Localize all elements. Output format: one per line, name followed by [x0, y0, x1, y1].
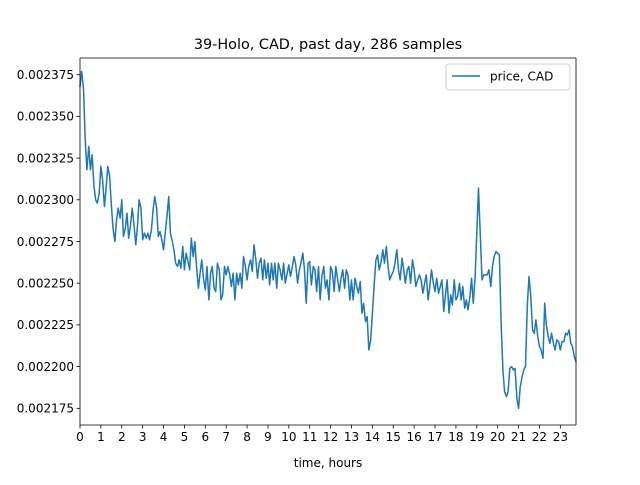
y-tick-label: 0.002175	[17, 402, 74, 416]
x-tick-label: 16	[407, 430, 422, 444]
x-tick-label: 2	[118, 430, 126, 444]
series-layer	[79, 70, 577, 410]
x-tick-label: 13	[344, 430, 359, 444]
y-tick-label: 0.002325	[17, 151, 74, 165]
x-tick-label: 20	[490, 430, 505, 444]
plot-area	[80, 58, 576, 425]
x-tick-label: 5	[181, 430, 189, 444]
axes-layer: 0 1 2 3 4 5 6 7 8 9 10 11 12 13 14 15 16 17 18 19 20 21 22 230.…	[17, 57, 577, 444]
x-tick-label: 18	[448, 430, 463, 444]
x-tick-label: 19	[469, 430, 484, 444]
y-tick-label: 0.002350	[17, 110, 74, 124]
x-tick-label: 22	[532, 430, 547, 444]
x-tick-label: 6	[201, 430, 209, 444]
x-axis-title: time, hours	[294, 456, 362, 470]
x-tick-label: 10	[281, 430, 296, 444]
y-tick-label: 0.002275	[17, 235, 74, 249]
x-tick-label: 23	[553, 430, 568, 444]
x-tick-label: 1	[97, 430, 105, 444]
x-tick-label: 9	[264, 430, 272, 444]
x-tick-label: 21	[511, 430, 526, 444]
y-tick-label: 0.002200	[17, 360, 74, 374]
x-tick-label: 4	[160, 430, 168, 444]
legend-series-label: price, CAD	[490, 70, 553, 84]
y-tick-label: 0.002375	[17, 68, 74, 82]
x-tick-label: 8	[243, 430, 251, 444]
x-tick-label: 11	[302, 430, 317, 444]
x-tick-label: 14	[365, 430, 380, 444]
x-tick-label: 12	[323, 430, 338, 444]
x-tick-label: 0	[76, 430, 84, 444]
legend: price, CAD	[445, 63, 571, 91]
chart-title: 39-Holo, CAD, past day, 286 samples	[194, 37, 462, 53]
x-tick-label: 7	[222, 430, 230, 444]
x-tick-label: 15	[386, 430, 401, 444]
y-tick-label: 0.002250	[17, 277, 74, 291]
x-tick-label: 17	[427, 430, 442, 444]
x-tick-label: 3	[139, 430, 147, 444]
y-tick-label: 0.002300	[17, 193, 74, 207]
y-tick-label: 0.002225	[17, 318, 74, 332]
series-line-0	[79, 70, 577, 410]
legend-box	[445, 63, 571, 91]
